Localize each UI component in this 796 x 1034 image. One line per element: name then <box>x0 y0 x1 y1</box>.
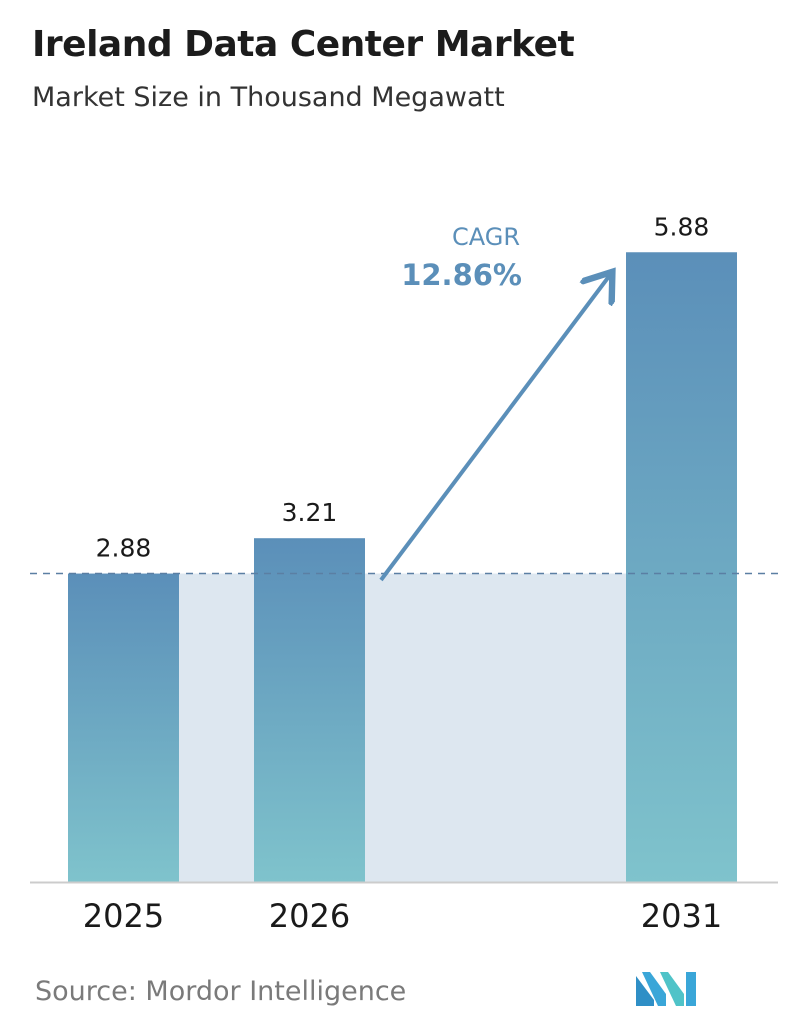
x-tick-2031: 2031 <box>641 897 722 935</box>
x-tick-2025: 2025 <box>83 897 164 935</box>
cagr-arrow <box>379 275 610 582</box>
data-label-2026: 3.21 <box>282 498 338 527</box>
cagr-value: 12.86% <box>401 258 522 292</box>
x-tick-2026: 2026 <box>269 897 350 935</box>
chart-subtitle: Market Size in Thousand Megawatt <box>32 82 505 113</box>
cagr-label: CAGR <box>452 223 520 251</box>
bar-2026 <box>254 538 365 882</box>
chart-title: Ireland Data Center Market <box>32 24 575 65</box>
bar-2025 <box>68 573 179 882</box>
reference-band <box>179 573 626 882</box>
data-label-2025: 2.88 <box>96 534 152 563</box>
mordor-intelligence-logo-icon <box>636 972 696 1006</box>
source-text: Source: Mordor Intelligence <box>35 976 407 1007</box>
bar-2031 <box>626 252 737 882</box>
data-label-2031: 5.88 <box>654 212 710 241</box>
